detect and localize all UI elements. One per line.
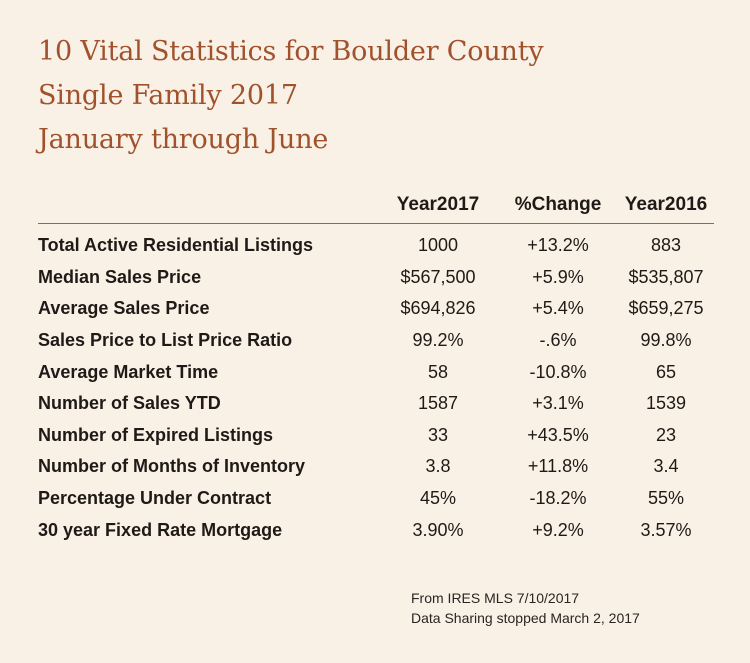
cell-change: -.6% — [539, 330, 577, 351]
cell-year2017: 3.8 — [425, 456, 451, 477]
cell-year2016: 55% — [647, 488, 685, 509]
table-row: 30 year Fixed Rate Mortgage 3.90% +9.2% … — [38, 514, 714, 546]
cell-change: +5.4% — [532, 298, 584, 319]
cell-year2017: 3.90% — [412, 519, 464, 540]
footnote-data-sharing: Data Sharing stopped March 2, 2017 — [411, 610, 640, 626]
table-row: Total Active Residential Listings 1000 +… — [38, 224, 714, 262]
row-label: Total Active Residential Listings — [38, 235, 314, 256]
cell-year2017: $567,500 — [400, 266, 476, 287]
cell-year2017: 33 — [427, 424, 449, 445]
cell-year2016: 3.4 — [653, 456, 679, 477]
cell-year2017: 1000 — [417, 235, 459, 256]
cell-change: +5.9% — [532, 266, 584, 287]
header-year2017: Year2017 — [378, 192, 498, 224]
footnote-source: From IRES MLS 7/10/2017 — [411, 590, 580, 606]
cell-year2016: 99.8% — [640, 330, 692, 351]
cell-year2016: 23 — [655, 424, 677, 445]
table-header-row: Year2017 %Change Year2016 — [38, 192, 714, 224]
table-row: Average Sales Price $694,826 +5.4% $659,… — [38, 293, 714, 325]
row-label: Sales Price to List Price Ratio — [38, 330, 293, 351]
source-footnote: From IRES MLS 7/10/2017 Data Sharing sto… — [411, 588, 640, 628]
table-row: Sales Price to List Price Ratio 99.2% -.… — [38, 325, 714, 357]
table-row: Number of Months of Inventory 3.8 +11.8%… — [38, 451, 714, 483]
cell-year2016: 1539 — [645, 393, 687, 414]
cell-year2016: 65 — [655, 361, 677, 382]
cell-change: +3.1% — [532, 393, 584, 414]
header-label — [38, 192, 378, 224]
title-line-1: 10 Vital Statistics for Boulder County — [38, 36, 544, 67]
cell-change: +9.2% — [532, 519, 584, 540]
row-label: Median Sales Price — [38, 266, 202, 287]
statistics-table: Year2017 %Change Year2016 Total Active R… — [38, 192, 714, 546]
cell-year2017: 1587 — [417, 393, 459, 414]
cell-year2016: $535,807 — [628, 266, 704, 287]
row-label: Percentage Under Contract — [38, 488, 272, 509]
row-label: 30 year Fixed Rate Mortgage — [38, 519, 283, 540]
cell-year2016: 3.57% — [640, 519, 692, 540]
cell-change: +43.5% — [527, 424, 589, 445]
table-row: Median Sales Price $567,500 +5.9% $535,8… — [38, 262, 714, 294]
row-label: Number of Months of Inventory — [38, 456, 305, 477]
cell-change: -18.2% — [529, 488, 587, 509]
table-row: Percentage Under Contract 45% -18.2% 55% — [38, 483, 714, 515]
header-year2016: Year2016 — [618, 192, 714, 224]
row-label: Number of Sales YTD — [38, 393, 221, 414]
title-line-2: Single Family 2017 — [38, 80, 298, 111]
cell-change: +11.8% — [527, 456, 589, 477]
row-label: Average Sales Price — [38, 298, 210, 319]
table-row: Number of Sales YTD 1587 +3.1% 1539 — [38, 388, 714, 420]
row-label: Average Market Time — [38, 361, 219, 382]
cell-year2017: 99.2% — [412, 330, 464, 351]
table-row: Average Market Time 58 -10.8% 65 — [38, 356, 714, 388]
header-change: %Change — [498, 192, 618, 224]
title-line-3: January through June — [38, 124, 329, 155]
cell-change: +13.2% — [527, 235, 589, 256]
cell-year2017: 58 — [427, 361, 449, 382]
cell-year2017: 45% — [419, 488, 457, 509]
cell-year2016: $659,275 — [628, 298, 704, 319]
cell-year2017: $694,826 — [400, 298, 476, 319]
cell-year2016: 883 — [650, 235, 682, 256]
title-block: 10 Vital Statistics for Boulder County S… — [38, 30, 718, 162]
cell-change: -10.8% — [529, 361, 587, 382]
row-label: Number of Expired Listings — [38, 424, 274, 445]
table-row: Number of Expired Listings 33 +43.5% 23 — [38, 420, 714, 452]
